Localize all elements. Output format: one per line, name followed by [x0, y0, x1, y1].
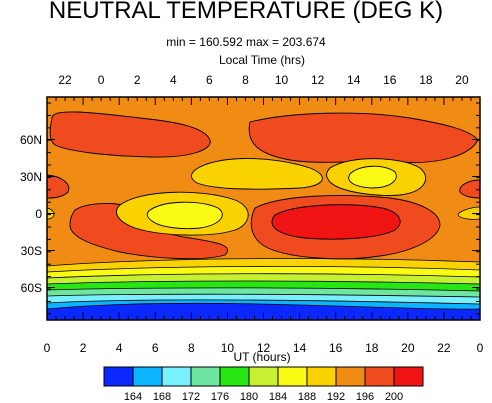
x-bottom-tick-label: 22 [437, 341, 451, 355]
y-tick-label: 30N [20, 170, 42, 184]
colorbar-label: 196 [356, 391, 374, 403]
chart-subtitle: min = 160.592 max = 203.674 [166, 35, 326, 49]
north-high-region-left [49, 111, 211, 158]
x-top-tick-label: 14 [347, 73, 361, 87]
colorbar-swatch [393, 366, 424, 387]
colorbar-swatch [248, 366, 279, 387]
colorbar-label: 192 [327, 391, 345, 403]
colorbar-label: 176 [211, 391, 229, 403]
colorbar-label: 188 [298, 391, 316, 403]
colorbar-swatch [132, 366, 163, 387]
x-top-tick-label: 0 [98, 73, 105, 87]
equator-core [271, 204, 401, 240]
x-top-tick-label: 22 [58, 73, 72, 87]
colorbar-swatch [277, 366, 308, 387]
x-bottom-tick-label: 0 [477, 341, 484, 355]
x-bottom-tick-label: 0 [44, 341, 51, 355]
x-top-tick-label: 12 [311, 73, 325, 87]
x-top-tick-label: 20 [455, 73, 469, 87]
x-top-tick-label: 2 [134, 73, 141, 87]
equator-left-edge [46, 174, 70, 199]
x-bottom-tick-label: 6 [152, 341, 159, 355]
x-bottom-tick-label: 14 [293, 341, 307, 355]
equator-right-yellow [457, 206, 481, 220]
y-tick-label: 30S [21, 244, 42, 258]
x-top-tick-label: 6 [206, 73, 213, 87]
x-bottom-tick-label: 12 [257, 341, 271, 355]
colorbar-label: 164 [124, 391, 142, 403]
x-top-tick-label: 10 [275, 73, 289, 87]
colorbar-swatch [364, 366, 395, 387]
y-tick-label: 0 [35, 207, 42, 221]
y-tick-label: 60S [21, 281, 42, 295]
bottom-axis-label: UT (hours) [233, 350, 290, 364]
equator-right-edge [459, 179, 481, 199]
x-bottom-tick-label: 10 [221, 341, 235, 355]
x-bottom-tick-label: 16 [329, 341, 343, 355]
colorbar-swatch [190, 366, 221, 387]
north-right-core [348, 165, 397, 189]
x-bottom-tick-label: 8 [188, 341, 195, 355]
north-high-region-right [248, 112, 479, 163]
colorbar-swatch [219, 366, 250, 387]
x-bottom-tick-label: 18 [365, 341, 379, 355]
x-top-tick-label: 18 [419, 73, 433, 87]
north-mid-blob [191, 158, 323, 190]
colorbar-label: 172 [182, 391, 200, 403]
x-bottom-tick-label: 2 [80, 341, 87, 355]
top-axis-label: Local Time (hrs) [219, 53, 305, 67]
x-top-tick-labels: 22 0 2 4 6 8 10 12 14 16 18 20 [58, 73, 469, 87]
colorbar-label: 180 [240, 391, 258, 403]
colorbar-label: 168 [153, 391, 171, 403]
colorbar-label: 200 [385, 391, 403, 403]
x-bottom-tick-label: 20 [401, 341, 415, 355]
colorbar-swatch [306, 366, 337, 387]
chart-title: NEUTRAL TEMPERATURE (DEG K) [49, 0, 443, 24]
y-tick-label: 60N [20, 133, 42, 147]
axis-ticks [46, 97, 481, 320]
colorbar-swatch [335, 366, 366, 387]
x-top-tick-label: 8 [242, 73, 249, 87]
colorbar: 164 168 172 176 180 184 188 192 196 200 [103, 366, 424, 403]
x-top-tick-label: 16 [383, 73, 397, 87]
colorbar-swatch [161, 366, 192, 387]
colorbar-swatch [103, 366, 134, 387]
x-bottom-tick-labels: 0 2 4 6 8 10 12 14 16 18 20 22 0 [44, 341, 484, 355]
x-top-tick-label: 4 [170, 73, 177, 87]
equator-yellow-core [146, 201, 223, 230]
contour-field [46, 97, 481, 321]
colorbar-label: 184 [269, 391, 287, 403]
x-bottom-tick-label: 4 [116, 341, 123, 355]
